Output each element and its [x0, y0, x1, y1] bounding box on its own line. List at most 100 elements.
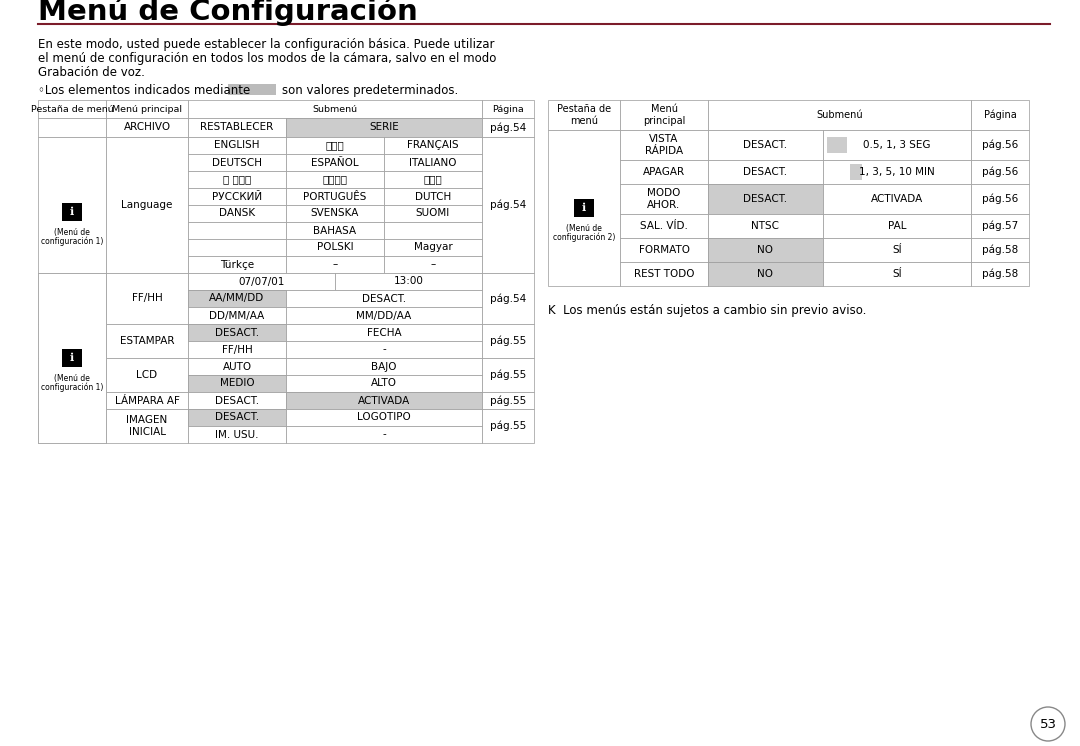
Bar: [971, 184, 1029, 214]
Bar: [188, 256, 286, 273]
Text: PAL: PAL: [888, 221, 906, 231]
Bar: [188, 222, 286, 239]
Text: Language: Language: [121, 200, 173, 210]
Bar: [286, 409, 482, 426]
Bar: [106, 358, 188, 392]
Bar: [286, 205, 384, 222]
Text: En este modo, usted puede establecer la configuración básica. Puede utilizar: En este modo, usted puede establecer la …: [38, 38, 495, 51]
Text: SÍ: SÍ: [892, 245, 902, 255]
Bar: [620, 238, 708, 262]
Text: ℹ: ℹ: [70, 207, 75, 217]
Bar: [971, 262, 1029, 286]
Text: ACTIVADA: ACTIVADA: [870, 194, 923, 204]
Bar: [823, 214, 971, 238]
Text: pág.54: pág.54: [490, 293, 526, 304]
Bar: [335, 273, 482, 290]
Text: 日本語: 日本語: [423, 175, 443, 184]
Bar: [823, 160, 971, 184]
Bar: [106, 118, 188, 137]
Text: configuración 2): configuración 2): [553, 233, 616, 242]
Bar: [286, 358, 482, 375]
Bar: [823, 130, 971, 160]
Text: DESACT.: DESACT.: [215, 395, 259, 406]
Text: Página: Página: [492, 104, 524, 113]
Text: AA/MM/DD: AA/MM/DD: [210, 293, 265, 304]
Bar: [188, 392, 286, 409]
Text: LÁMPARA AF: LÁMPARA AF: [114, 395, 179, 406]
Bar: [286, 222, 384, 239]
Text: pág.55: pág.55: [490, 395, 526, 406]
Text: MODO
AHOR.: MODO AHOR.: [647, 188, 680, 210]
Text: pág.55: pág.55: [490, 421, 526, 431]
Text: pág.56: pág.56: [982, 140, 1018, 150]
Text: POLSKI: POLSKI: [316, 242, 353, 252]
Text: ITALIANO: ITALIANO: [409, 157, 457, 168]
Bar: [106, 392, 188, 409]
Text: 1, 3, 5, 10 MIN: 1, 3, 5, 10 MIN: [859, 167, 935, 177]
Text: NO: NO: [757, 245, 773, 255]
Text: (Menú de: (Menú de: [54, 374, 90, 383]
Text: pág.58: pág.58: [982, 245, 1018, 255]
Bar: [38, 118, 106, 137]
Text: (Menú de: (Menú de: [54, 228, 90, 236]
Text: LCD: LCD: [136, 370, 158, 380]
Text: pág.56: pág.56: [982, 167, 1018, 178]
Text: Pestaña de menú: Pestaña de menú: [30, 104, 113, 113]
Text: -: -: [382, 345, 386, 354]
Bar: [286, 341, 482, 358]
Text: ESTAMPAR: ESTAMPAR: [120, 336, 174, 346]
Bar: [286, 118, 482, 137]
Text: son valores predeterminados.: son valores predeterminados.: [282, 84, 458, 97]
Bar: [620, 184, 708, 214]
Bar: [286, 426, 482, 443]
Text: pág.57: pág.57: [982, 221, 1018, 231]
Text: ACTIVADA: ACTIVADA: [357, 395, 410, 406]
Bar: [188, 409, 286, 426]
Bar: [384, 154, 482, 171]
Bar: [708, 130, 823, 160]
Text: ARCHIVO: ARCHIVO: [123, 122, 171, 133]
Bar: [188, 118, 286, 137]
Text: IMAGEN
INICIAL: IMAGEN INICIAL: [126, 416, 167, 437]
Bar: [286, 137, 384, 154]
Bar: [482, 273, 534, 324]
Bar: [188, 307, 286, 324]
Text: Submenú: Submenú: [312, 104, 357, 113]
Text: LOGOTIPO: LOGOTIPO: [357, 413, 410, 422]
Text: pág.54: pág.54: [490, 122, 526, 133]
Text: K  Los menús están sujetos a cambio sin previo aviso.: K Los menús están sujetos a cambio sin p…: [548, 304, 866, 317]
Bar: [823, 262, 971, 286]
Text: Menú
principal: Menú principal: [643, 104, 685, 126]
Text: el menú de configuración en todos los modos de la cámara, salvo en el modo: el menú de configuración en todos los mo…: [38, 52, 497, 65]
Bar: [286, 324, 482, 341]
Bar: [850, 164, 862, 180]
Text: 53: 53: [1039, 718, 1056, 730]
Bar: [188, 290, 286, 307]
Bar: [548, 100, 620, 130]
Bar: [188, 205, 286, 222]
Bar: [188, 341, 286, 358]
Bar: [384, 222, 482, 239]
Bar: [38, 324, 106, 358]
Bar: [106, 324, 188, 358]
Bar: [384, 171, 482, 188]
Bar: [286, 154, 384, 171]
Bar: [188, 324, 286, 341]
Text: VISTA
RÁPIDA: VISTA RÁPIDA: [645, 134, 683, 156]
Bar: [482, 409, 534, 443]
Text: –: –: [333, 260, 338, 269]
Bar: [482, 100, 534, 118]
Bar: [38, 137, 106, 273]
Text: DESACT.: DESACT.: [743, 167, 787, 177]
Bar: [708, 238, 823, 262]
Bar: [620, 262, 708, 286]
Text: pág.55: pág.55: [490, 336, 526, 346]
Text: SUOMI: SUOMI: [416, 208, 450, 219]
Bar: [708, 184, 823, 214]
Text: DESACT.: DESACT.: [743, 140, 787, 150]
Bar: [286, 290, 482, 307]
Bar: [188, 137, 286, 154]
Text: Menú principal: Menú principal: [112, 104, 183, 113]
Bar: [188, 375, 286, 392]
Text: Submenú: Submenú: [816, 110, 863, 120]
